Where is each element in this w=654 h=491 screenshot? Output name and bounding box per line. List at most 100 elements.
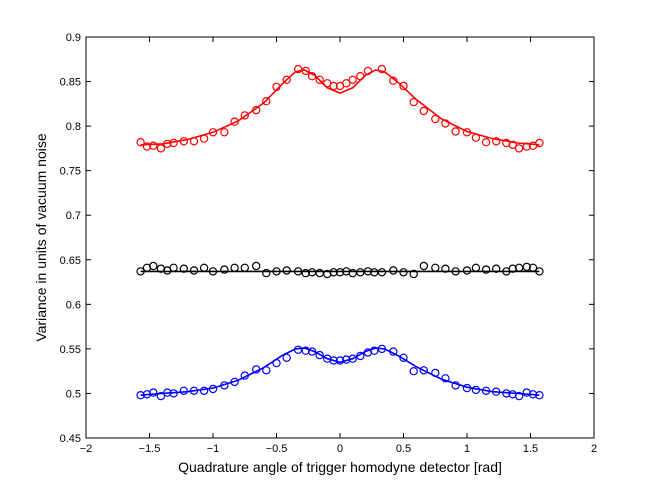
lower-series-data-point (471, 385, 481, 395)
middle-series-data-point (252, 261, 261, 271)
lower-series (136, 344, 544, 401)
lower-series-data-point (301, 346, 310, 355)
middle-series-data-point (508, 264, 517, 273)
middle-series-data-point (462, 266, 472, 275)
upper-series-data-point (252, 105, 261, 115)
upper-series-data-point (399, 81, 408, 91)
upper-series-data-point (293, 64, 303, 74)
y-tick-label: 0.7 (66, 210, 81, 222)
middle-series-data-point (230, 263, 239, 272)
upper-series-data-point (189, 137, 199, 146)
y-tick-label: 0.45 (60, 433, 81, 445)
y-tick-label: 0.85 (60, 77, 81, 89)
middle-series-data-point (363, 267, 373, 276)
lower-series-data-point (169, 389, 178, 398)
upper-series-data-point (272, 82, 281, 92)
upper-series-data-point (179, 137, 188, 146)
upper-series-data-point (307, 71, 317, 81)
upper-series-data-point (208, 128, 218, 137)
upper-series-data-point (492, 137, 501, 146)
middle-series-data-point (149, 261, 158, 271)
x-tick-label: 1.5 (523, 443, 538, 455)
lower-series-data-point (370, 346, 379, 355)
middle-series-data-point (522, 262, 531, 272)
middle-series-data-point (535, 267, 544, 276)
lower-series-data-point (348, 354, 357, 363)
upper-series-data-point (348, 75, 357, 85)
lower-series-data-point (377, 344, 387, 354)
x-tick-label: −2 (80, 443, 93, 455)
middle-series-data-point (293, 267, 303, 276)
middle-series-data-point (441, 264, 450, 273)
x-tick-label: 0 (337, 443, 343, 455)
lower-series-data-point (307, 347, 317, 356)
middle-series (136, 261, 544, 279)
upper-series-data-point (451, 127, 460, 136)
upper-series-data-point (342, 79, 351, 88)
upper-series-data-point (356, 71, 365, 81)
middle-series-data-point (282, 266, 291, 275)
lower-series-data-point (240, 371, 249, 380)
x-tick-label: −1 (207, 443, 220, 455)
lower-series-data-point (481, 386, 491, 395)
lower-series-fit-line (140, 347, 540, 396)
y-tick-label: 0.9 (66, 32, 81, 44)
lower-series-data-point (208, 384, 218, 394)
x-tick-label: −1.5 (139, 443, 161, 455)
upper-series-data-point (419, 106, 428, 116)
middle-series-data-point (389, 266, 398, 275)
middle-series-data-point (169, 263, 178, 272)
lower-series-data-point (492, 387, 501, 396)
middle-series-data-point (199, 263, 209, 272)
upper-series-data-point (149, 141, 158, 150)
y-axis-label: Variance in units of vacuum noise (33, 133, 49, 342)
lower-series-data-point (252, 365, 261, 374)
upper-series-data-point (156, 144, 166, 153)
middle-series-data-point (189, 266, 199, 275)
upper-series-data-point (522, 142, 531, 151)
y-tick-label: 0.8 (66, 121, 81, 133)
middle-series-data-point (335, 268, 345, 277)
x-tick-label: −0.5 (266, 443, 288, 455)
upper-series-data-point (169, 138, 178, 148)
lower-series-data-point (342, 355, 351, 364)
lower-series-data-point (149, 388, 158, 397)
middle-series-data-point (262, 268, 271, 278)
lower-series-data-point (156, 391, 166, 401)
lower-series-data-point (315, 350, 324, 360)
upper-series-data-point (363, 66, 373, 76)
lower-series-data-point (528, 390, 538, 399)
middle-series-data-point (272, 267, 281, 276)
axis-ticks: −2 −1.5 −1 −0.5 0 0.5 1 1.5 2 0.45 0.5 0.55 0.6 0.65 0… (60, 32, 597, 455)
lower-series-data-point (179, 386, 188, 395)
middle-series-data-point (240, 263, 249, 272)
middle-series-data-point (528, 263, 538, 272)
lower-series-data-point (230, 377, 239, 387)
lower-series-data-point (431, 368, 440, 378)
y-tick-label: 0.65 (60, 255, 81, 267)
upper-series-data-point (262, 96, 271, 106)
upper-series-data-point (462, 128, 472, 137)
upper-series-data-point (481, 137, 491, 147)
lower-series-data-point (262, 366, 271, 375)
upper-series-data-point (315, 75, 324, 85)
upper-series-data-point (301, 66, 310, 76)
upper-series-data-point (431, 114, 440, 124)
middle-series-data-point (220, 265, 229, 274)
x-axis-label: Quadrature angle of trigger homodyne det… (178, 459, 502, 475)
lower-series-data-point (419, 366, 428, 375)
x-tick-label: 2 (591, 443, 597, 455)
y-tick-label: 0.5 (66, 388, 81, 400)
middle-series-data-point (419, 261, 428, 271)
upper-series-data-point (377, 64, 387, 74)
middle-series-data-point (208, 267, 218, 276)
y-tick-label: 0.6 (66, 299, 81, 311)
lower-series-data-point (282, 353, 291, 362)
upper-series-data-point (142, 142, 152, 151)
lower-series-data-point (462, 383, 472, 393)
lower-series-data-point (163, 388, 172, 397)
upper-series-data-point (136, 137, 145, 147)
lower-series-data-point (199, 386, 209, 395)
